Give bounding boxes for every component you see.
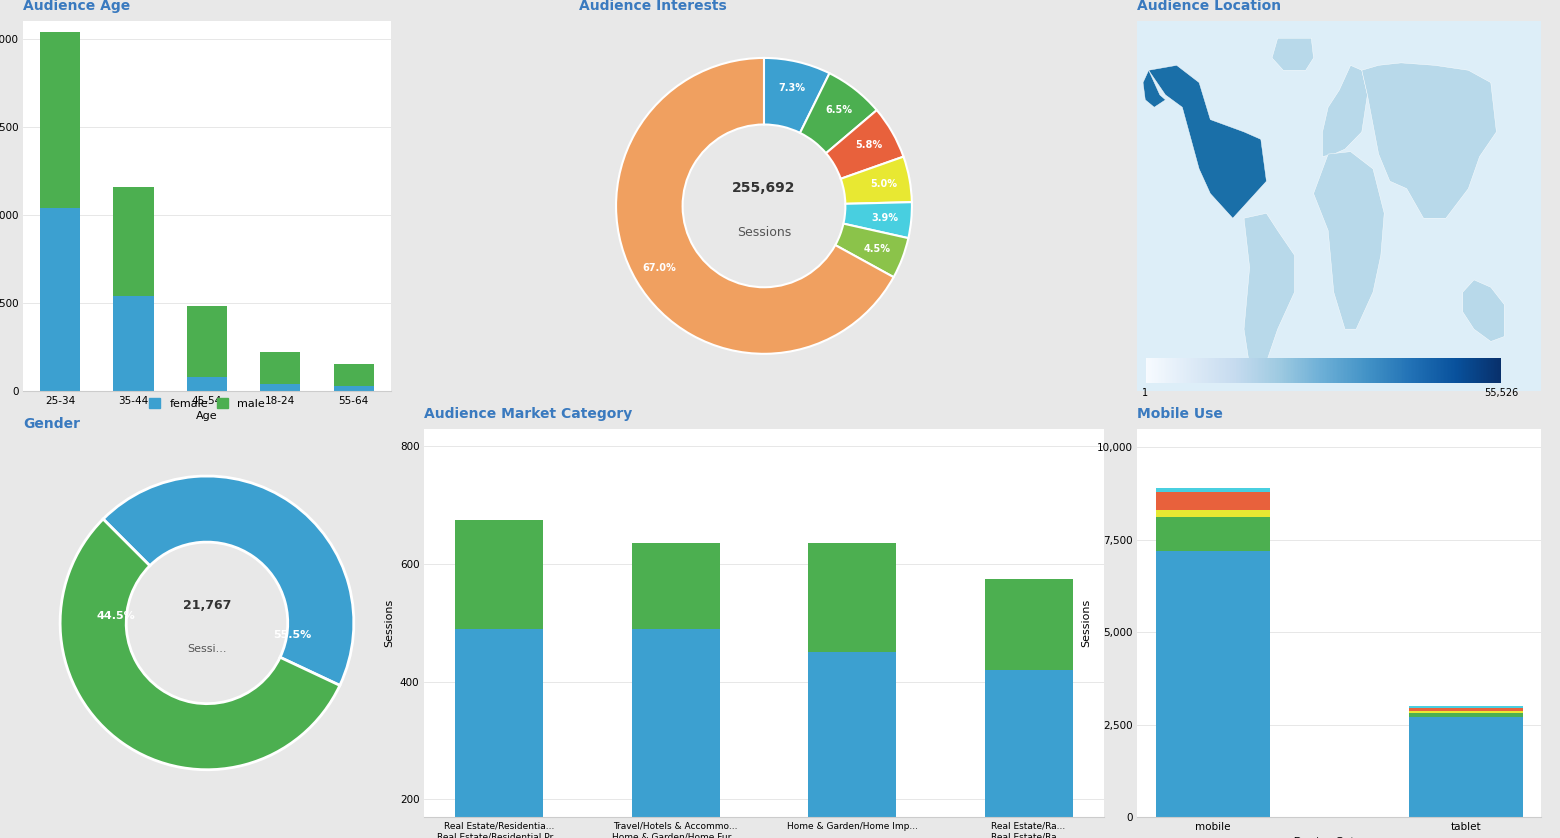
Text: Audience Interests: Audience Interests: [579, 0, 727, 13]
Text: 3.9%: 3.9%: [870, 213, 899, 223]
Bar: [808, 652, 897, 838]
Text: Mobile Use: Mobile Use: [1137, 406, 1223, 421]
Text: 7.3%: 7.3%: [778, 83, 805, 93]
Bar: [632, 544, 719, 628]
Text: Sessi...: Sessi...: [187, 644, 226, 654]
Bar: [187, 377, 228, 391]
Bar: [632, 628, 719, 838]
Text: Gender: Gender: [23, 417, 81, 432]
Bar: [1156, 510, 1270, 518]
Text: 44.5%: 44.5%: [97, 611, 136, 620]
Text: 6.5%: 6.5%: [825, 106, 852, 116]
Bar: [187, 306, 228, 377]
Text: 67.0%: 67.0%: [643, 262, 677, 272]
Legend: female, male: female, male: [145, 394, 268, 413]
Bar: [261, 384, 301, 391]
Bar: [261, 352, 301, 384]
Bar: [1409, 706, 1523, 707]
Wedge shape: [841, 157, 913, 204]
Wedge shape: [764, 58, 830, 133]
Bar: [808, 544, 897, 652]
Text: 4.5%: 4.5%: [864, 244, 891, 254]
PathPatch shape: [1143, 70, 1165, 107]
Bar: [41, 208, 81, 391]
Wedge shape: [103, 476, 354, 685]
Y-axis label: Sessions: Sessions: [1081, 599, 1090, 647]
Bar: [1156, 488, 1270, 492]
Text: Audience Age: Audience Age: [23, 0, 131, 13]
Bar: [334, 365, 374, 385]
Bar: [1409, 711, 1523, 713]
PathPatch shape: [1271, 39, 1314, 70]
PathPatch shape: [1463, 280, 1504, 342]
Text: 21,767: 21,767: [183, 599, 231, 612]
Wedge shape: [835, 224, 908, 277]
Y-axis label: Sessions: Sessions: [384, 599, 395, 647]
Wedge shape: [800, 73, 877, 153]
PathPatch shape: [1362, 63, 1496, 218]
Bar: [1156, 492, 1270, 510]
Bar: [334, 385, 374, 391]
Text: Audience Market Category: Audience Market Category: [424, 406, 633, 421]
Bar: [984, 579, 1073, 670]
Wedge shape: [827, 110, 903, 178]
Bar: [984, 670, 1073, 838]
Bar: [1409, 717, 1523, 817]
Wedge shape: [844, 202, 913, 238]
Text: Audience Location: Audience Location: [1137, 0, 1282, 13]
Text: 55.5%: 55.5%: [273, 629, 312, 639]
PathPatch shape: [1243, 214, 1295, 379]
Bar: [41, 32, 81, 208]
Bar: [1409, 707, 1523, 711]
PathPatch shape: [1314, 152, 1384, 329]
Text: 5.0%: 5.0%: [870, 178, 897, 189]
Wedge shape: [616, 58, 894, 354]
FancyBboxPatch shape: [1137, 21, 1541, 391]
Bar: [456, 628, 543, 838]
Wedge shape: [61, 519, 340, 770]
Bar: [1409, 713, 1523, 717]
PathPatch shape: [1148, 65, 1267, 218]
Text: 255,692: 255,692: [732, 181, 796, 195]
Bar: [1156, 551, 1270, 817]
X-axis label: Age: Age: [197, 411, 218, 422]
Bar: [114, 296, 154, 391]
Bar: [114, 187, 154, 296]
PathPatch shape: [1323, 65, 1368, 157]
Text: Sessions: Sessions: [736, 226, 791, 239]
Text: 5.8%: 5.8%: [855, 141, 883, 151]
Bar: [1156, 518, 1270, 551]
Bar: [456, 520, 543, 628]
